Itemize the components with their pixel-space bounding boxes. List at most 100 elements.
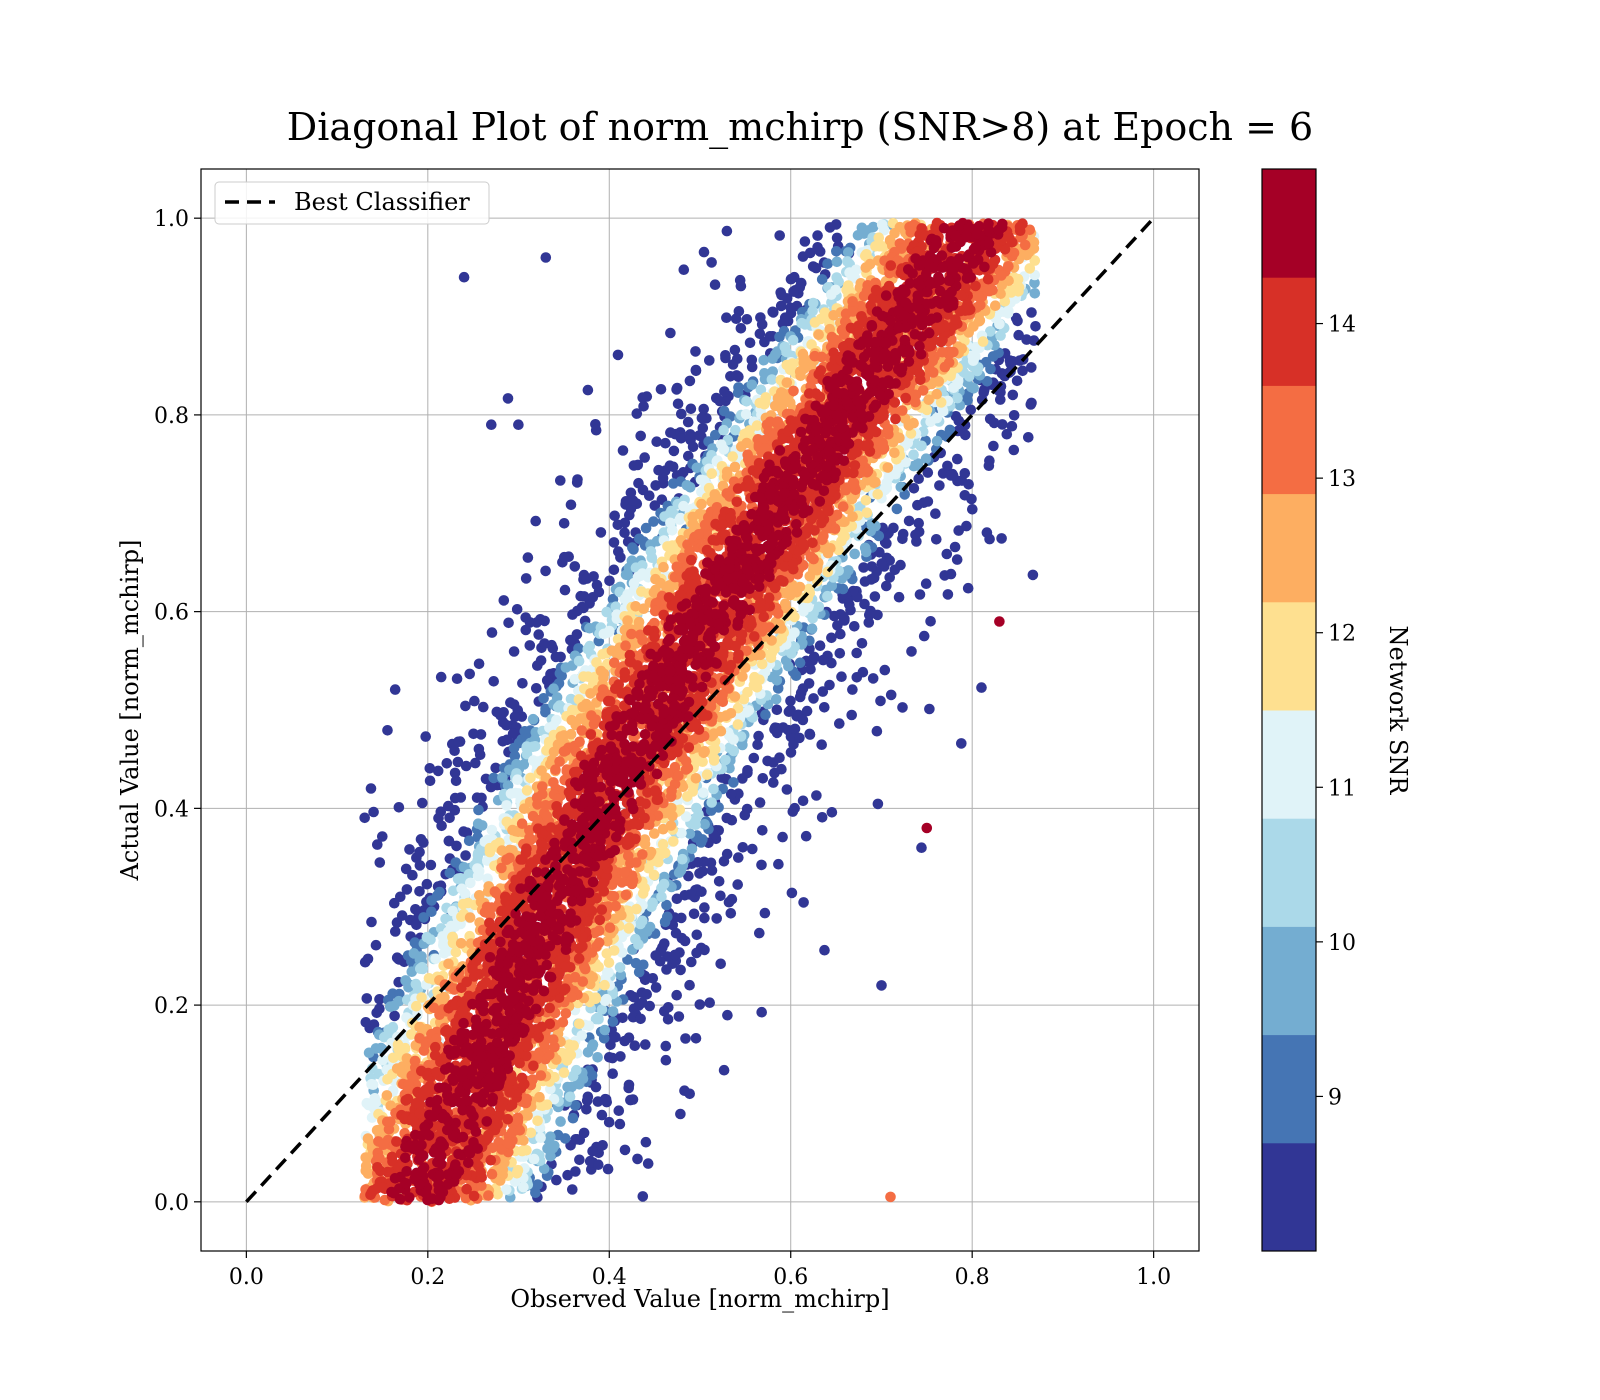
scatter-point — [444, 867, 456, 879]
scatter-point — [464, 668, 476, 680]
scatter-point — [360, 1165, 372, 1176]
scatter-point — [690, 773, 702, 784]
scatter-point — [502, 1137, 514, 1149]
scatter-point — [558, 1067, 570, 1078]
scatter-point — [718, 1064, 730, 1076]
scatter-point — [775, 300, 787, 312]
scatter-point — [532, 1115, 543, 1127]
scatter-point — [432, 765, 444, 777]
scatter-point — [905, 226, 917, 238]
scatter-point — [873, 530, 885, 542]
scatter-point — [393, 802, 405, 813]
scatter-point — [959, 468, 971, 479]
scatter-point — [667, 461, 679, 473]
scatter-point — [648, 516, 659, 527]
scatter-point — [359, 812, 371, 824]
scatter-point — [651, 436, 662, 448]
scatter-point — [988, 440, 999, 452]
scatter-point — [674, 514, 686, 525]
scatter-point — [548, 746, 560, 758]
scatter-point — [615, 1051, 626, 1062]
scatter-point — [389, 684, 401, 695]
scatter-point — [538, 1163, 550, 1175]
scatter-point — [768, 757, 779, 768]
scatter-point — [659, 938, 670, 949]
scatter-point — [658, 561, 669, 573]
scatter-point — [705, 805, 717, 816]
scatter-point — [952, 453, 963, 465]
scatter-point — [638, 603, 649, 614]
scatter-point — [640, 1136, 652, 1148]
scatter-point — [732, 719, 744, 730]
scatter-point — [581, 1095, 593, 1106]
scatter-point — [614, 1118, 626, 1130]
scatter-point — [657, 472, 669, 484]
scatter-point — [794, 732, 805, 744]
scatter-point — [781, 784, 793, 795]
scatter-point — [649, 500, 661, 511]
scatter-point — [785, 302, 796, 314]
scatter-point — [698, 246, 710, 258]
scatter-point — [988, 417, 1000, 429]
scatter-point — [670, 927, 682, 939]
scatter-point — [476, 792, 487, 804]
scatter-point — [860, 495, 872, 506]
scatter-point — [400, 863, 412, 875]
scatter-point — [797, 795, 809, 807]
scatter-point — [455, 938, 467, 949]
scatter-point — [924, 703, 935, 715]
scatter-point — [746, 379, 758, 391]
scatter-point — [443, 800, 454, 812]
scatter-point — [734, 274, 746, 286]
scatter-point — [461, 827, 473, 838]
scatter-point — [893, 591, 905, 603]
scatter-point — [535, 1132, 546, 1143]
scatter-point — [581, 698, 592, 710]
scatter-point — [370, 939, 382, 951]
scatter-point — [965, 404, 977, 416]
scatter-point — [602, 627, 614, 638]
scatter-point — [527, 713, 539, 725]
scatter-point — [690, 346, 701, 357]
scatter-point — [569, 1100, 581, 1111]
scatter-point — [908, 449, 919, 461]
scatter-point — [879, 664, 891, 676]
scatter-point — [650, 982, 662, 993]
scatter-point — [710, 429, 721, 441]
scatter-point — [874, 547, 885, 558]
scatter-point — [426, 906, 437, 917]
scatter-point — [996, 533, 1007, 544]
scatter-point — [922, 467, 934, 478]
scatter-point — [531, 617, 542, 628]
scatter-point — [558, 746, 570, 757]
scatter-point — [450, 775, 462, 787]
scatter-point — [590, 424, 602, 436]
scatter-point — [803, 583, 815, 595]
scatter-point — [660, 1054, 672, 1066]
scatter-point — [619, 1144, 631, 1156]
scatter-point — [372, 839, 383, 850]
scatter-point — [797, 683, 809, 694]
scatter-point — [814, 246, 826, 257]
scatter-point — [697, 834, 708, 845]
scatter-point — [639, 452, 650, 463]
scatter-point — [843, 565, 854, 576]
scatter-point — [1027, 569, 1039, 581]
scatter-point — [1007, 389, 1019, 401]
scatter-point — [785, 273, 797, 285]
scatter-point — [675, 964, 686, 976]
scatter-point — [834, 648, 846, 659]
scatter-point — [708, 755, 720, 766]
scatter-point — [486, 627, 498, 638]
scatter-point — [562, 1169, 573, 1181]
scatter-point — [374, 994, 385, 1005]
scatter-point — [548, 683, 559, 694]
scatter-point — [956, 738, 967, 749]
scatter-point — [963, 479, 974, 490]
scatter-point — [441, 758, 453, 769]
scatter-point — [443, 835, 455, 847]
scatter-point — [498, 595, 510, 606]
scatter-point — [776, 289, 787, 301]
scatter-point — [891, 503, 903, 515]
scatter-point — [615, 969, 627, 981]
